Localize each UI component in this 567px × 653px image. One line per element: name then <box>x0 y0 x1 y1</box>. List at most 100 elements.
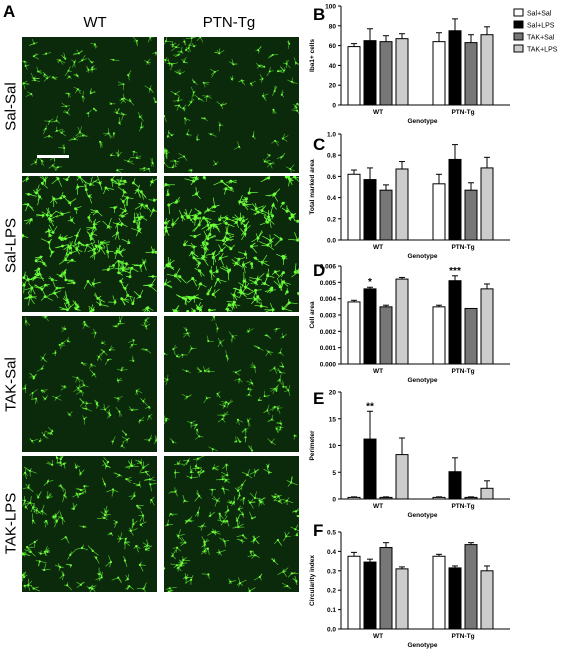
y-tick-label: 0.001 <box>320 345 337 352</box>
bar-sal-sal-ptn-tg <box>432 555 446 630</box>
legend-swatch <box>513 32 524 41</box>
bar-sal-lps-wt <box>363 288 377 365</box>
legend: Sal+Sal Sal+LPS TAK+Sal TAK+LPS <box>513 8 558 54</box>
y-tick-label: 40 <box>329 63 337 70</box>
bar-tak-sal-wt <box>379 547 393 630</box>
x-category-label: WT <box>373 368 383 375</box>
bar-sal-lps-ptn-tg <box>448 471 462 500</box>
bar-tak-sal-ptn-tg <box>464 307 478 365</box>
y-tick-label: 0.1 <box>327 607 336 614</box>
bar-sal-lps-ptn-tg <box>448 30 462 106</box>
micrograph-tak-lps-ptn-tg <box>164 456 299 592</box>
bar-tak-lps-wt <box>395 38 409 106</box>
panel-c: C 0.0 0.2 0.4 0.6 0.8 1.0 Total marked area WT PT… <box>309 132 510 260</box>
micrograph-sal-lps-ptn-tg <box>164 176 299 312</box>
bar-sal-sal-wt <box>347 173 361 241</box>
bar-sal-lps-ptn-tg <box>448 280 462 365</box>
y-tick-label: 0.4 <box>327 549 336 556</box>
x-category-label: WT <box>373 109 383 116</box>
bar-tak-lps-ptn-tg <box>480 487 494 500</box>
y-axis-label: Iba1+ cells <box>309 39 316 72</box>
panel-letter-b: B <box>313 5 325 24</box>
panel-letter-d: D <box>313 261 325 280</box>
micrograph-tak-lps-wt <box>22 456 157 592</box>
bar-tak-lps-ptn-tg <box>480 34 494 106</box>
y-tick-label: 0.004 <box>320 296 337 303</box>
y-tick-label: 60 <box>329 43 337 50</box>
legend-swatch <box>513 8 524 17</box>
bar-sal-sal-ptn-tg <box>432 183 446 241</box>
bar-tak-lps-ptn-tg <box>480 167 494 241</box>
bar-tak-lps-wt <box>395 168 409 241</box>
y-tick-label: 0.003 <box>320 313 337 320</box>
bar-sal-sal-ptn-tg <box>432 496 446 500</box>
x-category-label: PTN-Tg <box>451 368 474 375</box>
bar-sal-lps-wt <box>363 438 377 500</box>
bar-tak-sal-ptn-tg <box>464 42 478 106</box>
y-tick-label: 0 <box>332 103 336 110</box>
y-axis-label: Total marked area <box>309 159 316 215</box>
micrograph-tak-sal-ptn-tg <box>164 316 299 452</box>
bar-sal-lps-wt <box>363 40 377 106</box>
panel-letter-c: C <box>313 135 325 154</box>
y-tick-label: 10 <box>329 443 337 450</box>
legend-swatch <box>513 44 524 53</box>
bar-tak-sal-wt <box>379 496 393 500</box>
bar-tak-lps-wt <box>395 568 409 630</box>
x-category-label: WT <box>373 633 383 640</box>
y-tick-label: 0.4 <box>327 195 336 202</box>
legend-label: TAK+LPS <box>527 47 558 54</box>
y-axis-label: Cell area <box>309 301 316 328</box>
panel-f: F 0.0 0.1 0.2 0.3 0.4 0.5 Circularity index WT PT… <box>309 521 510 649</box>
bar-tak-lps-ptn-tg <box>480 288 494 365</box>
y-tick-label: 0.006 <box>320 264 337 271</box>
panel-letter-f: F <box>313 521 323 540</box>
x-category-label: WT <box>373 503 383 510</box>
y-tick-label: 0.002 <box>320 329 337 336</box>
legend-swatch <box>513 20 524 29</box>
legend-label: Sal+LPS <box>527 23 555 30</box>
x-category-label: PTN-Tg <box>451 244 474 251</box>
panel-d: D 0.000 0.001 0.002 0.003 0.004 0.005 0.006 Cell… <box>309 261 510 384</box>
bar-sal-lps-ptn-tg <box>448 158 462 241</box>
micrograph-sal-lps-wt <box>22 176 157 312</box>
column-header-wt: WT <box>83 14 107 31</box>
y-tick-label: 0.2 <box>327 216 336 223</box>
bar-tak-sal-wt <box>379 189 393 241</box>
significance-marker: ** <box>366 401 374 412</box>
bar-sal-sal-wt <box>347 301 361 365</box>
bar-sal-lps-wt <box>363 561 377 630</box>
bar-sal-sal-wt <box>347 496 361 500</box>
y-tick-label: 20 <box>329 390 337 397</box>
panel-b: B 0 20 40 60 80 100 Iba1+ cells WT PTN-Tg Genotype <box>309 4 510 125</box>
bar-tak-sal-wt <box>379 306 393 365</box>
bar-sal-sal-ptn-tg <box>432 306 446 365</box>
x-category-label: PTN-Tg <box>451 633 474 640</box>
legend-label: TAK+Sal <box>527 35 555 42</box>
y-axis-label: Perimeter <box>309 430 316 460</box>
panel-letter-e: E <box>313 389 324 408</box>
bar-tak-lps-wt <box>395 454 409 500</box>
bar-tak-lps-wt <box>395 278 409 365</box>
bar-sal-lps-wt <box>363 179 377 241</box>
x-category-label: PTN-Tg <box>451 109 474 116</box>
y-tick-label: 0.8 <box>327 153 336 160</box>
y-tick-label: 0.3 <box>327 568 336 575</box>
y-tick-label: 80 <box>329 23 337 30</box>
bar-sal-sal-wt <box>347 46 361 106</box>
x-axis-label: Genotype <box>408 512 438 519</box>
scale-bar <box>37 155 69 158</box>
micrograph-sal-sal-wt <box>22 37 157 173</box>
y-tick-label: 0.6 <box>327 174 336 181</box>
bar-tak-sal-ptn-tg <box>464 544 478 630</box>
y-tick-label: 5 <box>332 470 336 477</box>
bar-tak-sal-wt <box>379 41 393 106</box>
y-tick-label: 100 <box>325 4 336 11</box>
x-category-label: WT <box>373 244 383 251</box>
panel-a-letter: A <box>3 2 16 21</box>
bar-sal-lps-ptn-tg <box>448 567 462 630</box>
x-category-label: PTN-Tg <box>451 503 474 510</box>
x-axis-label: Genotype <box>408 253 438 260</box>
y-tick-label: 15 <box>329 416 337 423</box>
